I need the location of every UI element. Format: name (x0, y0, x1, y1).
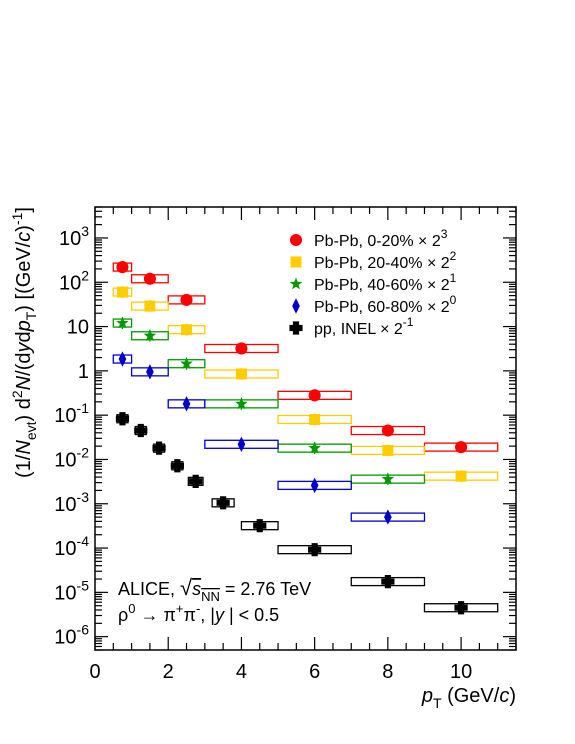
legend-marker (290, 256, 302, 268)
data-point (182, 396, 191, 412)
data-point (455, 470, 467, 482)
series-3 (112, 351, 426, 525)
data-point (384, 509, 392, 525)
data-point (216, 496, 230, 510)
data-point (308, 441, 321, 454)
y-tick-label: 10-6 (54, 622, 89, 649)
legend-entry: Pb-Pb, 0-20% × 23 (314, 227, 448, 250)
data-point (143, 272, 156, 285)
data-point (116, 261, 129, 274)
data-point (381, 574, 395, 589)
y-tick-label: 10 (67, 317, 89, 339)
annotation-line-2: ρ0 → π+π-, |y | < 0.5 (118, 601, 279, 625)
data-point (181, 324, 193, 336)
data-point (310, 477, 319, 494)
legend-entry: Pb-Pb, 20-40% × 22 (314, 249, 457, 272)
x-tick-label: 0 (89, 661, 100, 683)
data-point (309, 413, 321, 425)
y-tick-label: 10-4 (54, 533, 89, 560)
data-point (235, 397, 248, 410)
legend-entry: Pb-Pb, 60-80% × 20 (314, 293, 457, 316)
data-point (118, 351, 127, 367)
x-axis-title: pT (GeV/c) (421, 685, 516, 711)
axes: 0 2 4 6 8 10 10-6 10-5 10-4 10-3 10-2 10-1 1 10 102 103… (9, 206, 517, 711)
series-4 (115, 412, 499, 615)
legend-marker (292, 298, 300, 314)
data-point (454, 601, 468, 615)
y-tick-label: 1 (78, 361, 89, 383)
x-tick-label: 10 (450, 661, 472, 683)
data-point (146, 364, 154, 380)
data-point (235, 368, 247, 380)
data-point (116, 316, 129, 329)
data-point (253, 519, 267, 533)
y-axis-title: (1/Nevt) d2N/(dydpT) [(GeV/c)-1] (9, 207, 39, 478)
data-point (189, 474, 203, 488)
legend-marker (289, 277, 303, 290)
y-tick-label: 10-2 (54, 444, 89, 471)
x-tick-label: 4 (236, 661, 247, 683)
y-tick-label: 10-5 (54, 577, 89, 604)
data-point (308, 389, 321, 402)
data-point (116, 286, 128, 298)
data-point (180, 357, 193, 370)
data-point (134, 423, 148, 438)
data-point (170, 459, 184, 473)
data-point (381, 472, 395, 485)
data-layer (112, 261, 499, 615)
data-point (152, 441, 166, 455)
data-point (308, 543, 322, 557)
y-tick-label: 10-3 (54, 489, 89, 516)
legend-entry: Pb-Pb, 40-60% × 21 (314, 271, 457, 294)
data-point (235, 342, 248, 355)
legend-marker (289, 321, 303, 335)
x-tick-label: 2 (163, 661, 174, 683)
y-tick-label: 103 (59, 223, 89, 250)
series-1 (112, 286, 499, 483)
data-point (143, 329, 157, 342)
data-point (180, 293, 193, 306)
x-tick-label: 6 (309, 661, 320, 683)
data-point (144, 300, 156, 312)
data-point (237, 436, 246, 452)
series-0 (112, 261, 499, 454)
x-tick-label: 8 (382, 661, 393, 683)
y-tick-label: 10-1 (54, 400, 89, 427)
data-point (455, 441, 468, 454)
annotation-line-1: ALICE, √sNN = 2.76 TeV (118, 575, 311, 604)
data-point (381, 424, 394, 437)
legend-marker (289, 233, 303, 247)
series-2 (112, 316, 426, 486)
legend-entry: pp, INEL × 2-1 (314, 315, 414, 338)
y-tick-label: 102 (59, 267, 89, 294)
data-point (382, 444, 394, 456)
data-point (115, 412, 130, 426)
